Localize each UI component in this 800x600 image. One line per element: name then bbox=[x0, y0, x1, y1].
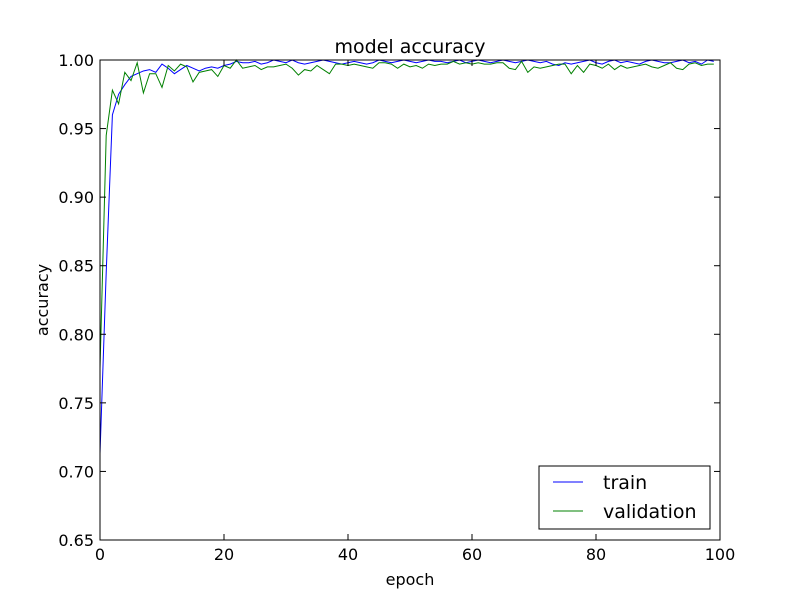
y-tick-label-0.65: 0.65 bbox=[58, 531, 94, 550]
legend: train validation bbox=[538, 465, 711, 530]
series-layer bbox=[100, 59, 714, 454]
legend-box bbox=[538, 465, 711, 530]
y-tick-label-0.95: 0.95 bbox=[58, 120, 94, 139]
y-tick-label-0.85: 0.85 bbox=[58, 257, 94, 276]
chart-title: model accuracy bbox=[335, 36, 486, 58]
x-tick-label-60: 60 bbox=[462, 545, 482, 564]
x-tick-label-80: 80 bbox=[586, 545, 606, 564]
y-axis-label: accuracy bbox=[33, 264, 52, 336]
series-line-train bbox=[100, 59, 714, 454]
y-tick-label-0.90: 0.90 bbox=[58, 188, 94, 207]
x-tick-label-100: 100 bbox=[705, 545, 736, 564]
legend-label-train: train bbox=[603, 472, 647, 494]
x-tick-label-40: 40 bbox=[338, 545, 358, 564]
x-axis-label: epoch bbox=[386, 570, 435, 589]
y-tick-label-1.00: 1.00 bbox=[58, 51, 94, 70]
y-tick-label-0.70: 0.70 bbox=[58, 462, 94, 481]
y-tick-label-0.75: 0.75 bbox=[58, 394, 94, 413]
plot-frame bbox=[99, 59, 721, 541]
series-line-validation bbox=[100, 59, 714, 369]
x-tick-label-20: 20 bbox=[214, 545, 234, 564]
ticks-layer: 0 20 40 60 80 100 0.65 0.70 0.75 0.80 0.85 0.90 0.95… bbox=[58, 51, 735, 564]
y-tick-label-0.80: 0.80 bbox=[58, 325, 94, 344]
legend-label-validation: validation bbox=[603, 501, 697, 523]
x-tick-label-0: 0 bbox=[95, 545, 105, 564]
